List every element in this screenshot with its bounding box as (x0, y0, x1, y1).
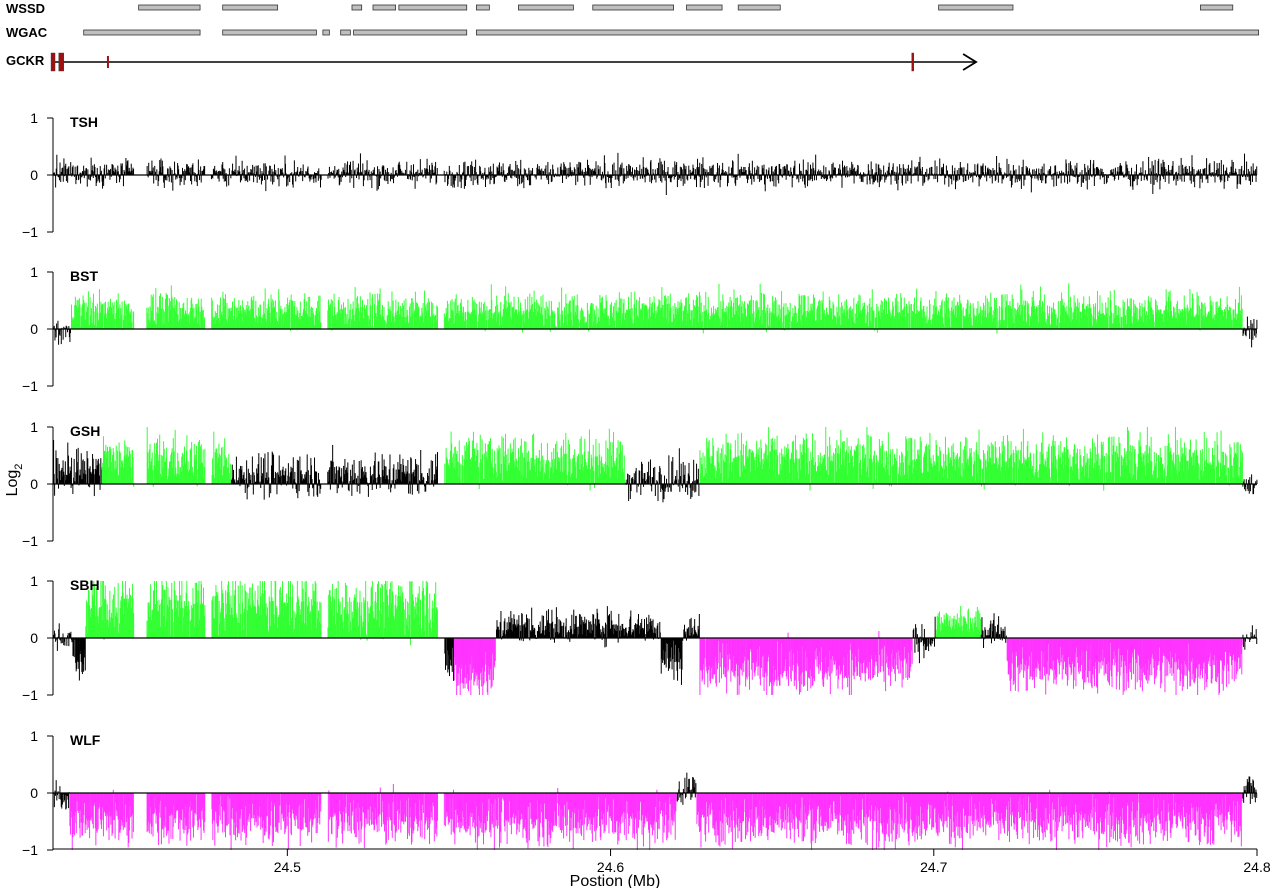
y-tick-label: 0 (30, 321, 38, 337)
y-tick-label: −1 (22, 224, 38, 240)
exon-block (58, 52, 64, 72)
wssd-segment (737, 4, 781, 11)
wgac-segment (353, 29, 468, 36)
wssd-segment (222, 4, 279, 11)
wssd-segment (476, 4, 490, 11)
y-tick-label: 1 (30, 419, 38, 435)
wssd-segment (372, 4, 397, 11)
wssd-segment (351, 4, 363, 11)
probe-bars (53, 152, 1258, 195)
y-tick-label: 0 (30, 476, 38, 492)
probe-bars (53, 283, 1258, 348)
wgac-segments (83, 29, 1260, 36)
y-tick-label: 1 (30, 264, 38, 280)
wssd-track: WSSD (6, 1, 1234, 16)
exon-block (106, 56, 109, 68)
wssd-segment (1200, 4, 1234, 11)
exon-block (911, 52, 914, 72)
wgac-segment (322, 29, 330, 36)
wssd-segment (592, 4, 674, 11)
panel-label: TSH (70, 114, 98, 130)
y-tick-label: 0 (30, 167, 38, 183)
wssd-track-label: WSSD (6, 1, 45, 16)
y-tick-label: −1 (22, 378, 38, 394)
wgac-segment (83, 29, 201, 36)
gene-model (50, 52, 978, 72)
y-tick-label: 1 (30, 110, 38, 126)
wgac-segment (340, 29, 351, 36)
wssd-segment (398, 4, 468, 11)
wssd-segment (518, 4, 574, 11)
strand-arrow (962, 53, 978, 71)
wssd-segment (686, 4, 723, 11)
panel-bst: 1 0 −1 BST (22, 264, 1258, 394)
wssd-segments (138, 4, 1234, 11)
wgac-track: WGAC (6, 25, 1260, 40)
wgac-segment (222, 29, 317, 36)
gene-track-label: GCKR (6, 53, 45, 68)
exon-block (50, 52, 56, 72)
wgac-track-label: WGAC (6, 25, 48, 40)
y-tick-label: −1 (22, 533, 38, 549)
wssd-segment (938, 4, 1014, 11)
panel-tsh: 1 0 −1 TSH (22, 110, 1258, 240)
gene-track: GCKR (6, 52, 978, 72)
panel-label: BST (70, 268, 98, 284)
probe-bars (53, 427, 1258, 503)
wgac-segment (476, 29, 1260, 36)
wssd-segment (138, 4, 201, 11)
